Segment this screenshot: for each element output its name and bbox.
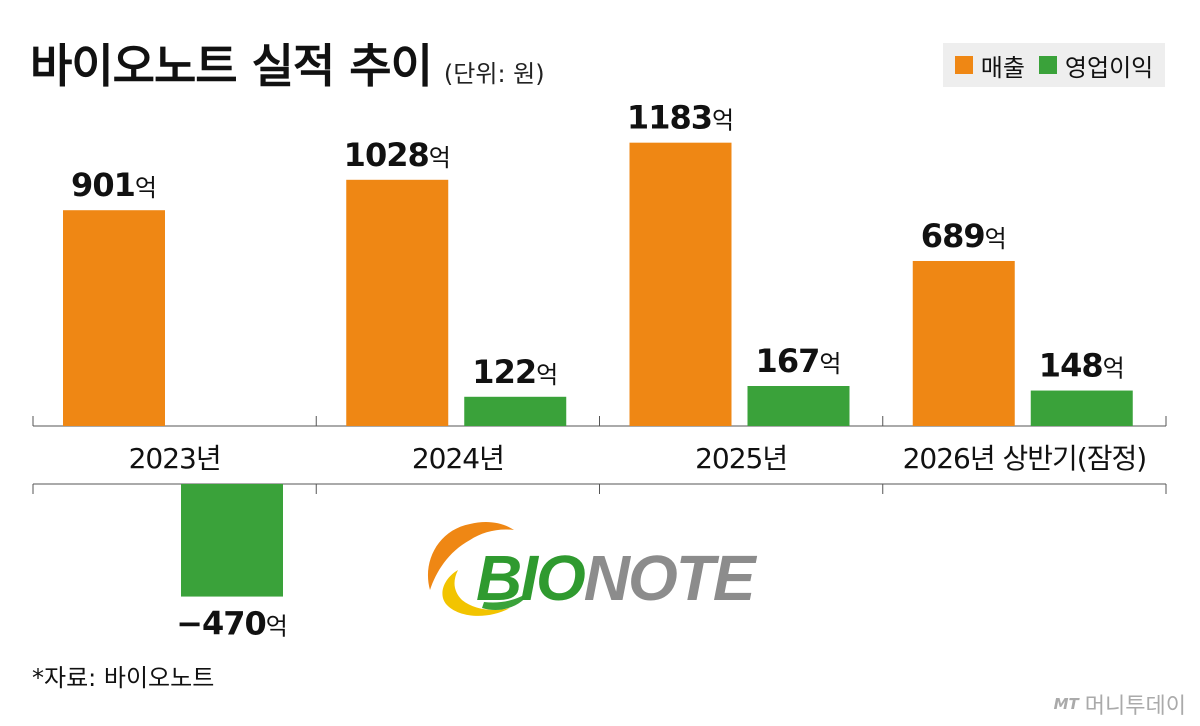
operating-profit-bar [181, 484, 283, 597]
legend-swatch-revenue [954, 56, 973, 74]
data-label: 122억 [472, 353, 558, 391]
legend-label-operating-profit: 영업이익 [1064, 53, 1154, 82]
logo-swoosh-green [482, 590, 532, 610]
revenue-bar [63, 210, 165, 426]
unit-label: (단위: 원) [443, 60, 545, 88]
data-label: 1028억 [344, 136, 451, 174]
data-label: 689억 [921, 217, 1007, 255]
x-tick-label: 2024년 [412, 442, 504, 475]
operating-profit-bar [1030, 390, 1133, 426]
legend-item-operating-profit: 영업이익 [1038, 48, 1154, 83]
legend: 매출 영업이익 [943, 43, 1165, 87]
data-label: 901억 [71, 166, 157, 204]
chart-title: 바이오노트 실적 추이 [30, 39, 433, 93]
source-note: *자료: 바이오노트 [32, 664, 215, 692]
operating-profit-bar [464, 396, 567, 426]
logo-swoosh-yellow [442, 570, 510, 616]
x-tick-label: 2026년 상반기(잠정) [903, 442, 1147, 475]
x-tick-label: 2023년 [129, 442, 221, 475]
operating-profit-bar [747, 386, 850, 426]
logo-wordmark: BIONOTE [476, 542, 758, 614]
legend-label-revenue: 매출 [980, 53, 1025, 82]
watermark-text: 머니투데이 [1084, 694, 1186, 719]
chart-header: 바이오노트 실적 추이 (단위: 원) [30, 30, 545, 96]
legend-swatch-operating-profit [1038, 56, 1057, 74]
revenue-bar [629, 142, 732, 426]
x-tick-label: 2025년 [695, 442, 787, 475]
watermark: MT 머니투데이 [1054, 688, 1186, 720]
bionote-logo: BIONOTE [427, 522, 760, 616]
data-label: 167억 [756, 342, 842, 380]
revenue-bar [912, 260, 1015, 426]
logo-swoosh-orange [427, 522, 514, 590]
legend-item-revenue: 매출 [954, 48, 1025, 83]
data-label: 148억 [1039, 347, 1125, 385]
data-label: 1183억 [627, 99, 734, 137]
watermark-brand: MT [1053, 695, 1079, 713]
data-label: −470억 [176, 605, 288, 643]
revenue-bar [346, 179, 449, 426]
